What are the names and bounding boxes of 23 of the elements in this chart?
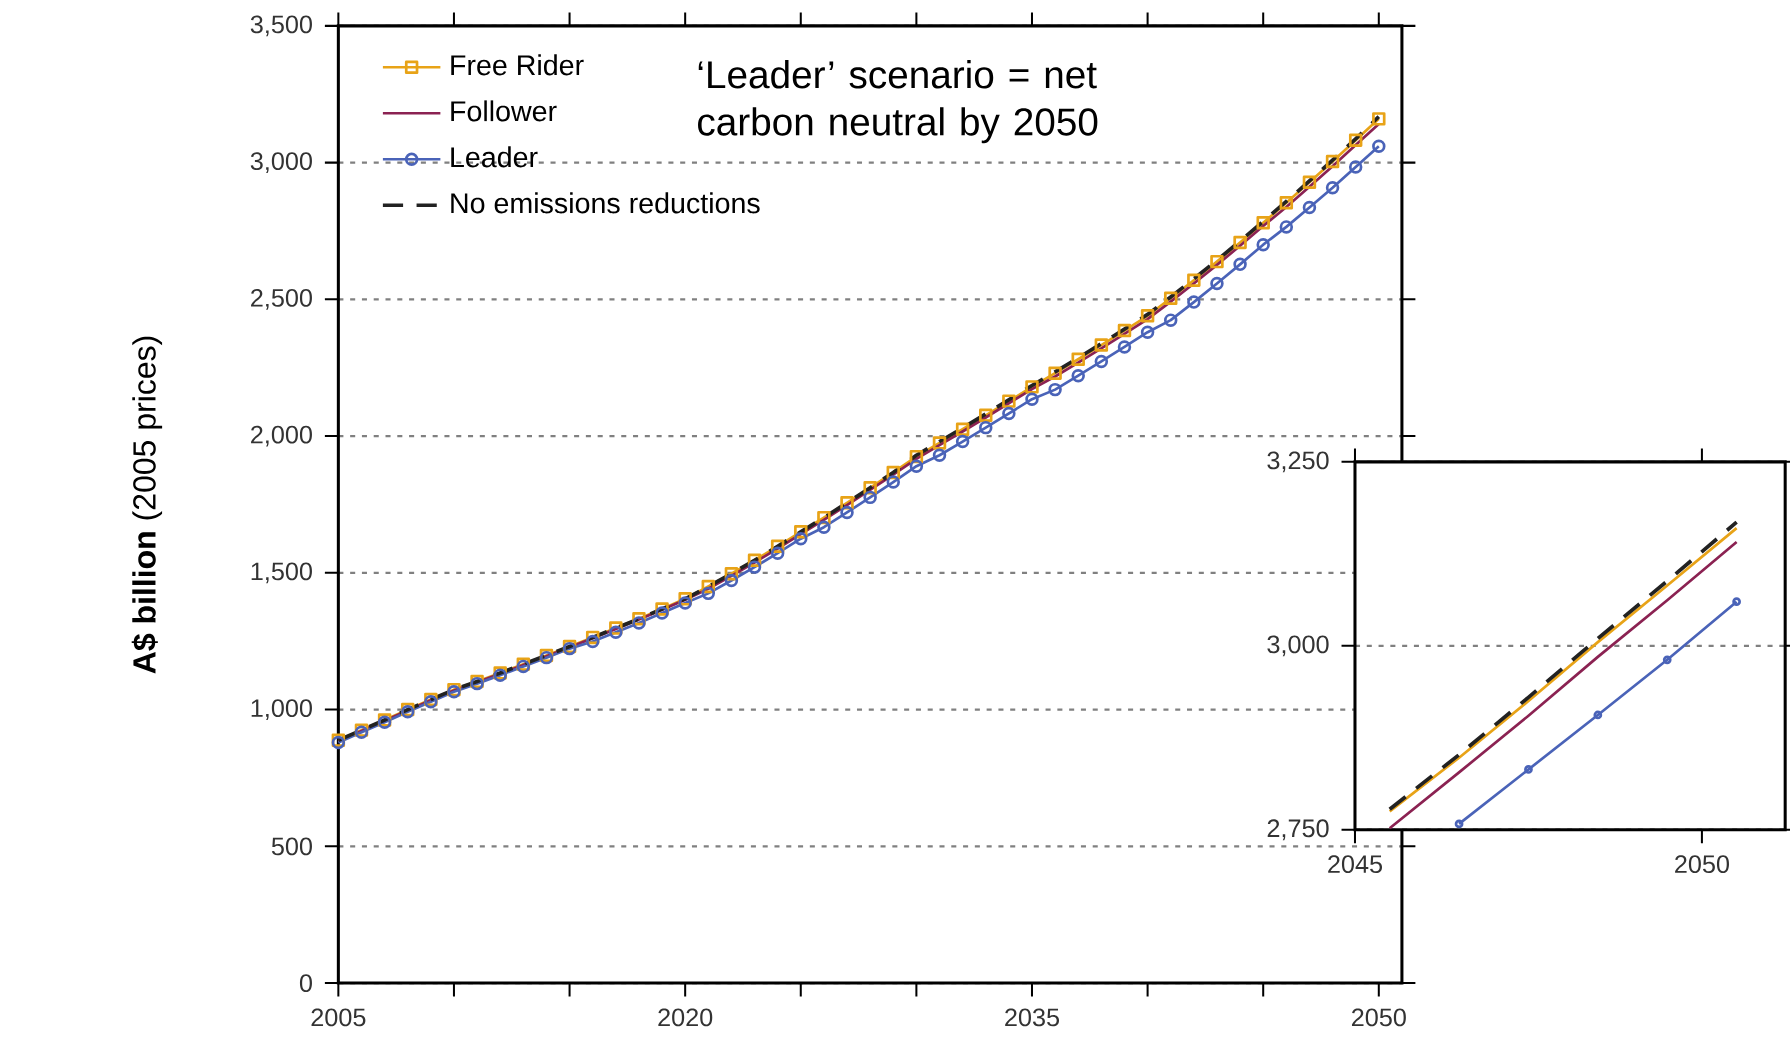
y-tick-label: 500	[271, 837, 312, 856]
x-tick-label: 2050	[1351, 1008, 1406, 1027]
y-axis-title: A$ billion (2005 prices)	[131, 336, 163, 674]
y-tick-label: 3,000	[1267, 635, 1329, 657]
y-tick-label: 3,500	[250, 15, 312, 37]
legend-label: No emissions reductions	[451, 192, 760, 214]
y-tick-label: 3,250	[1267, 451, 1329, 473]
legend-label: Free Rider	[451, 54, 584, 76]
y-tick-label: 3,000	[250, 152, 312, 174]
x-tick-label: 2050	[1675, 855, 1729, 874]
y-tick-label: 2,000	[251, 425, 312, 447]
legend-label: Leader	[451, 146, 538, 168]
legend-label: Follower	[451, 100, 557, 122]
y-tick-label: 1,000	[251, 699, 312, 721]
x-tick-label: 2005	[311, 1008, 366, 1027]
y-tick-label: 2,500	[251, 289, 312, 311]
x-tick-label: 2020	[658, 1008, 713, 1027]
x-tick-label: 2035	[1005, 1008, 1060, 1027]
y-tick-label: 1,500	[251, 562, 312, 584]
annotation: ‘Leader’ scenario = net carbon neutral by 2050	[698, 60, 1098, 144]
x-tick-label: 2045	[1328, 855, 1383, 874]
y-tick-label: 0	[299, 974, 312, 993]
y-tick-label: 2,750	[1267, 819, 1329, 841]
